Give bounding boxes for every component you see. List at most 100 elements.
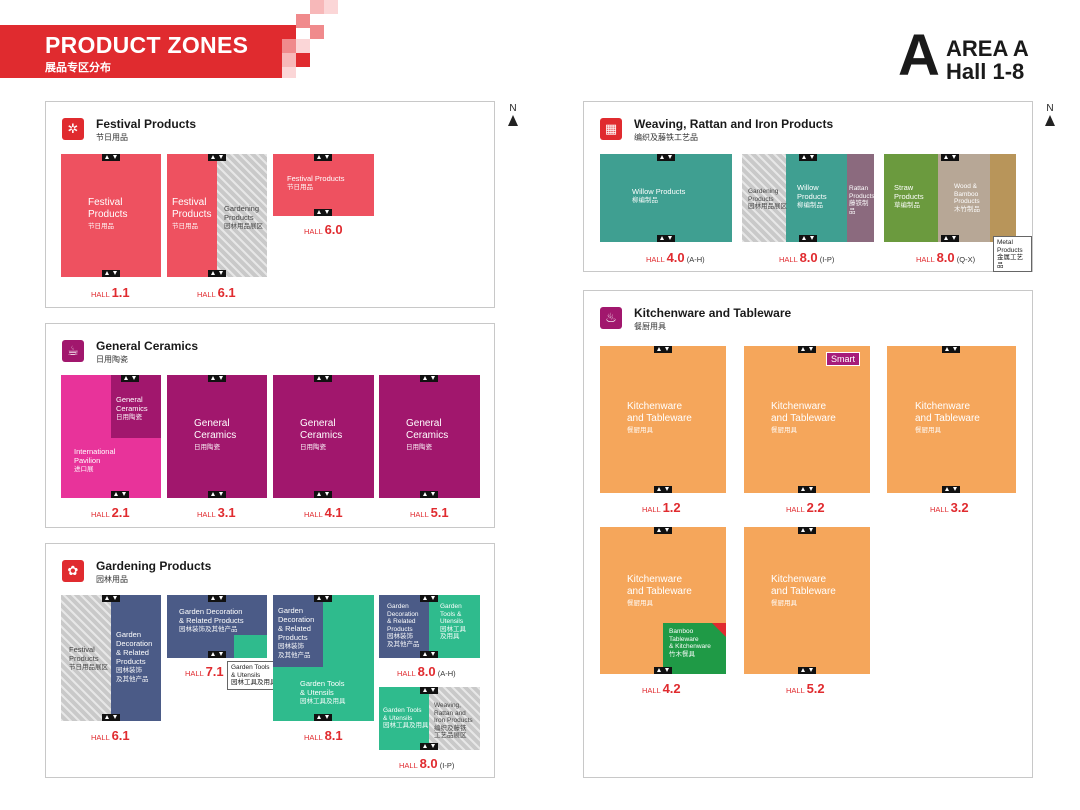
plant-pot-icon: ✿ <box>62 560 84 582</box>
zone-label: Garden Tools & Utensils 园林工具及用具 <box>300 679 346 705</box>
gardening-products-panel: ✿ Gardening Products 园林用品 Festival Produ… <box>45 543 495 778</box>
entrance-icon <box>314 714 332 721</box>
zone-label: General Ceramics 日用陶瓷 <box>406 418 449 451</box>
zone-label: Kitchenware and Tableware 餐厨用具 <box>771 401 836 434</box>
panel-subtitle: 节日用品 <box>96 133 128 142</box>
panel-subtitle: 日用陶瓷 <box>96 355 128 364</box>
festival-products-panel: ✲ Festival Products 节日用品 Festival Produc… <box>45 101 495 308</box>
hall-label: HALL 1.2 <box>642 500 681 515</box>
entrance-icon <box>657 235 675 242</box>
entrance-icon <box>942 486 960 493</box>
hall-6-0-block[interactable]: Festival Products 节日用品 <box>273 154 374 216</box>
north-label: N <box>509 103 517 114</box>
zone-label: Festival Products 节日用品 <box>172 197 212 230</box>
entrance-icon <box>208 651 226 658</box>
basket-icon: ▦ <box>600 118 622 140</box>
entrance-icon <box>314 209 332 216</box>
zone-label: Garden Tools & Utensils 园林工具及用具 <box>383 707 429 729</box>
entrance-icon <box>208 154 226 161</box>
entrance-icon <box>420 651 438 658</box>
panel-subtitle: 餐厨用具 <box>634 322 666 331</box>
teacup-icon: ☕ <box>62 340 84 362</box>
zone-label: Gardening Products 园林用品展区 <box>224 204 263 230</box>
entrance-icon <box>654 346 672 353</box>
hall-label: HALL 4.2 <box>642 681 681 696</box>
hall-8-0-qx-block[interactable]: Straw Products 草编制品 Wood & Bamboo Product… <box>884 154 1016 242</box>
north-indicator-left: N <box>506 103 520 126</box>
metal-products-callout: Metal Products 金属工艺品 <box>993 236 1032 272</box>
page-subtitle: 展品专区分布 <box>45 62 111 74</box>
entrance-icon <box>657 154 675 161</box>
hall-4-2-block[interactable]: Kitchenware and Tableware 餐厨用具 Bamboo Tab… <box>600 527 726 674</box>
entrance-icon <box>314 595 332 602</box>
zone-label: Festival Products 节日用品 <box>287 174 345 191</box>
entrance-icon <box>941 154 959 161</box>
hall-7-1-block[interactable]: Garden Decoration & Related Products 园林装饰… <box>167 595 267 658</box>
entrance-icon <box>111 491 129 498</box>
entrance-icon <box>102 270 120 277</box>
entrance-icon <box>121 375 139 382</box>
entrance-icon <box>314 491 332 498</box>
zone-label: Garden Decoration & Related Products 园林装饰… <box>278 606 315 659</box>
entrance-icon <box>420 687 438 694</box>
zone-label: Willow Products 柳编制品 <box>797 183 827 209</box>
entrance-icon <box>208 491 226 498</box>
entrance-icon <box>102 595 120 602</box>
hall-range-label: Hall 1-8 <box>946 59 1025 84</box>
hall-3-1-block[interactable]: General Ceramics 日用陶瓷 <box>167 375 267 498</box>
hall-label: HALL 1.1 <box>91 285 130 300</box>
hall-6-1-garden-block[interactable]: Festival Products 节日用品展区 Garden Decoratio… <box>61 595 161 721</box>
hall-6-1-block[interactable]: Festival Products 节日用品 Gardening Products… <box>167 154 267 277</box>
bamboo-zone: Bamboo Tableware & Kitchenware 竹木餐具 <box>663 623 726 674</box>
entrance-icon <box>798 346 816 353</box>
hall-8-0-ip-weaving-block[interactable]: Gardening Products 园林用品展区 Willow Products… <box>742 154 874 242</box>
hall-8-1-block[interactable]: Garden Decoration & Related Products 园林装饰… <box>273 595 374 721</box>
hall-label: HALL 6.0 <box>304 222 343 237</box>
hall-1-1-block[interactable]: Festival Products 节日用品 <box>61 154 161 277</box>
zone-label: Garden Decoration & Related Products 园林装饰… <box>116 630 153 683</box>
entrance-icon <box>798 527 816 534</box>
hall-2-2-block[interactable]: Smart Kitchenware and Tableware 餐厨用具 <box>744 346 870 493</box>
hall-3-2-block[interactable]: Kitchenware and Tableware 餐厨用具 <box>887 346 1016 493</box>
zone-label: International Pavilion 进口展 <box>74 447 116 473</box>
panel-title: Gardening Products <box>96 559 212 573</box>
zone-label: Kitchenware and Tableware 餐厨用具 <box>627 574 692 607</box>
hall-label: HALL 6.1 <box>197 285 236 300</box>
entrance-icon <box>208 375 226 382</box>
hall-label: HALL 8.0 (I-P) <box>779 250 835 265</box>
entrance-icon <box>942 346 960 353</box>
zone-label: Kitchenware and Tableware 餐厨用具 <box>627 401 692 434</box>
hall-label: HALL 5.2 <box>786 681 825 696</box>
weaving-rattan-iron-panel: ▦ Weaving, Rattan and Iron Products 编织及藤… <box>583 101 1033 272</box>
panel-subtitle: 园林用品 <box>96 575 128 584</box>
hall-8-0-ah-block[interactable]: Garden Decoration & Related Products 园林装饰… <box>379 595 480 658</box>
north-arrow-icon <box>508 115 518 126</box>
hall-label: HALL 8.1 <box>304 728 343 743</box>
entrance-icon <box>654 667 672 674</box>
hall-5-1-block[interactable]: General Ceramics 日用陶瓷 <box>379 375 480 498</box>
zone-label: General Ceramics 日用陶瓷 <box>116 395 148 421</box>
hall-4-0-block[interactable]: Willow Products 柳编制品 <box>600 154 732 242</box>
zone-label: Garden Tools & Utensils 园林工具 及用具 <box>440 603 466 640</box>
hall-2-1-block[interactable]: General Ceramics 日用陶瓷 International Pavil… <box>61 375 161 498</box>
hall-label: HALL 2.2 <box>786 500 825 515</box>
entrance-icon <box>799 154 817 161</box>
area-label: AREA A <box>946 36 1029 61</box>
panel-title: Festival Products <box>96 117 197 131</box>
entrance-icon <box>941 235 959 242</box>
hall-4-1-block[interactable]: General Ceramics 日用陶瓷 <box>273 375 374 498</box>
zone-label: Kitchenware and Tableware 餐厨用具 <box>771 574 836 607</box>
hall-label: HALL 3.2 <box>930 500 969 515</box>
zone-label: General Ceramics 日用陶瓷 <box>300 418 343 451</box>
zone-label: Wood & Bamboo Products 木竹制品 <box>954 183 980 213</box>
hall-5-2-block[interactable]: Kitchenware and Tableware 餐厨用具 <box>744 527 870 674</box>
zone-label: General Ceramics 日用陶瓷 <box>194 418 237 451</box>
hall-label: HALL 8.0 (Q-X) <box>916 250 976 265</box>
entrance-icon <box>208 270 226 277</box>
hall-label: HALL 3.1 <box>197 505 236 520</box>
hall-label: HALL 4.0 (A-H) <box>646 250 705 265</box>
hall-1-2-block[interactable]: Kitchenware and Tableware 餐厨用具 <box>600 346 726 493</box>
hall-8-0-ip-block[interactable]: Garden Tools & Utensils 园林工具及用具 Weaving, … <box>379 687 480 750</box>
zone-label: Festival Products 节日用品 <box>88 197 128 230</box>
panel-title: Kitchenware and Tableware <box>634 306 792 320</box>
